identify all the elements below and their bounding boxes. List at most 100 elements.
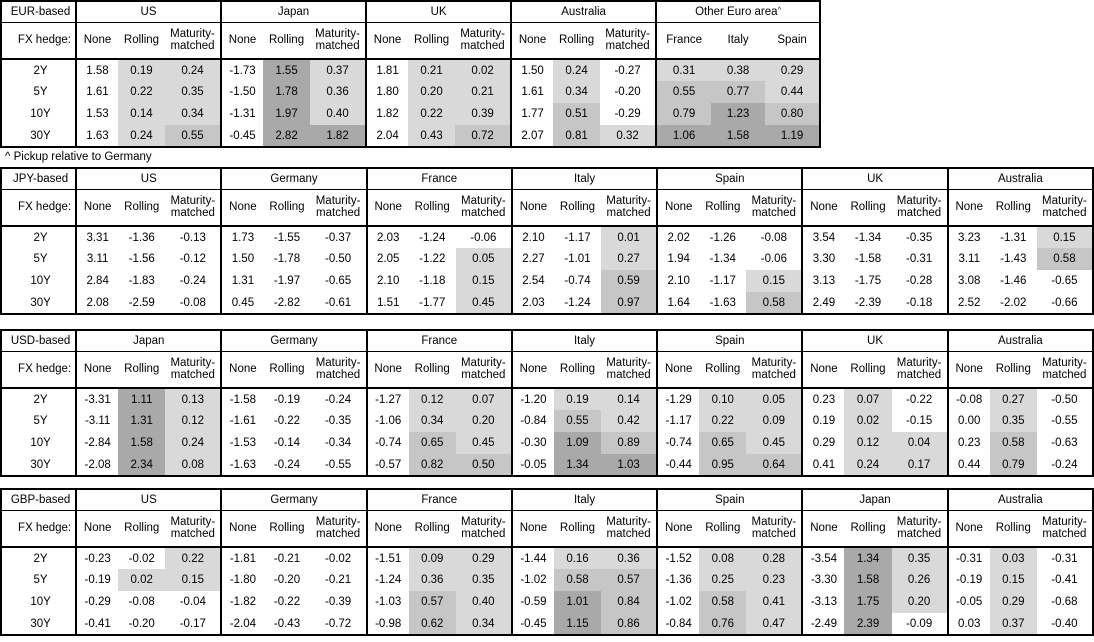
- data-cell: -3.11: [75, 410, 119, 432]
- fx-hedge-label: FX hedge:: [1, 189, 78, 227]
- data-cell: 1.58: [75, 59, 118, 81]
- country-group-header: Japan: [75, 330, 222, 352]
- data-cell: 1.11: [118, 388, 166, 410]
- column-header: Maturity-matched: [165, 510, 222, 548]
- pickup-footnote: ^ Pickup relative to Germany: [5, 151, 152, 163]
- tenor-label: 5Y: [1, 248, 78, 270]
- data-cell: 0.37: [310, 59, 367, 81]
- data-cell: 0.55: [655, 81, 712, 103]
- data-cell: 2.10: [510, 226, 554, 248]
- data-cell: 3.08: [946, 270, 990, 292]
- data-cell: -0.55: [1051, 415, 1078, 427]
- data-cell: -1.20: [510, 388, 554, 410]
- data-cell: -0.22: [273, 596, 301, 608]
- data-cell: -0.04: [179, 596, 206, 608]
- data-cell: 0.58: [989, 432, 1037, 454]
- data-cell: -0.72: [324, 617, 352, 630]
- data-cell: -3.30: [801, 569, 845, 591]
- data-cell: -1.73: [220, 59, 264, 81]
- data-cell: 0.36: [408, 569, 456, 591]
- data-cell: 1.15: [553, 613, 602, 635]
- column-header: None: [510, 189, 554, 227]
- data-cell: 0.50: [455, 454, 512, 476]
- country-group-header: Australia: [946, 330, 1093, 352]
- data-cell: -0.65: [1051, 275, 1078, 287]
- data-cell: 0.15: [455, 270, 512, 292]
- column-header: Rolling: [553, 510, 602, 548]
- data-cell: -0.14: [273, 437, 301, 449]
- column-header: Rolling: [263, 351, 311, 389]
- data-cell: -0.08: [760, 231, 787, 244]
- column-header: Rolling: [408, 351, 456, 389]
- data-cell: -0.84: [656, 613, 700, 635]
- data-cell: 1.61: [510, 81, 554, 103]
- data-cell: 1.50: [510, 59, 554, 81]
- data-cell: 1.09: [553, 432, 602, 454]
- data-cell: -1.17: [709, 275, 736, 287]
- column-header: Maturity-matched: [455, 351, 512, 389]
- data-cell: 2.34: [118, 454, 166, 476]
- data-cell: 2.82: [263, 125, 311, 147]
- country-group-header: Other Euro area^: [655, 1, 821, 23]
- tenor-label: 30Y: [1, 125, 77, 147]
- data-cell: -1.52: [656, 547, 700, 569]
- column-header: None: [75, 351, 119, 389]
- data-cell: 0.25: [699, 569, 747, 591]
- tenor-label: 2Y: [1, 226, 78, 248]
- data-cell: 0.05: [746, 388, 803, 410]
- tenor-label: 30Y: [1, 613, 78, 635]
- data-cell: -0.08: [128, 596, 155, 608]
- data-cell: 0.04: [891, 432, 948, 454]
- column-header: Rolling: [118, 510, 166, 548]
- country-group-header: Australia: [510, 1, 657, 23]
- data-cell: -0.40: [1051, 617, 1078, 630]
- data-cell: -1.03: [365, 591, 409, 613]
- column-header: Maturity-matched: [600, 22, 657, 60]
- data-cell: 3.30: [801, 248, 845, 270]
- country-group-header: France: [365, 168, 512, 190]
- country-group-header: Italy: [510, 330, 658, 352]
- column-header: Italy: [711, 22, 766, 60]
- column-header: Maturity-matched: [455, 22, 512, 60]
- country-group-header: Spain: [656, 330, 803, 352]
- data-cell: -0.24: [324, 393, 352, 406]
- data-cell: 0.35: [989, 410, 1037, 432]
- data-cell: 0.22: [699, 410, 747, 432]
- fx-hedge-label: FX hedge:: [1, 22, 77, 60]
- column-header: Rolling: [553, 351, 602, 389]
- data-cell: 0.57: [601, 569, 658, 591]
- data-cell: -0.34: [324, 437, 352, 449]
- data-cell: 0.17: [891, 454, 948, 476]
- data-cell: 0.29: [455, 547, 512, 569]
- footnote-marker: ^: [777, 4, 782, 14]
- data-cell: 0.13: [165, 388, 222, 410]
- data-cell: -0.12: [179, 253, 206, 265]
- data-cell: -1.06: [365, 410, 409, 432]
- data-cell: -1.43: [1000, 253, 1027, 265]
- data-cell: 0.38: [711, 59, 766, 81]
- data-cell: 0.09: [408, 547, 456, 569]
- country-group-header: UK: [801, 168, 948, 190]
- data-cell: 0.62: [408, 613, 456, 635]
- data-cell: -0.05: [510, 454, 554, 476]
- data-cell: -0.74: [365, 432, 409, 454]
- data-cell: 1.73: [220, 226, 264, 248]
- column-header: Maturity-matched: [455, 189, 512, 227]
- column-header: Maturity-matched: [1036, 351, 1093, 389]
- column-header: None: [801, 351, 845, 389]
- column-header: Spain: [765, 22, 821, 60]
- column-header: None: [365, 22, 409, 60]
- data-cell: 1.80: [365, 81, 409, 103]
- data-cell: 0.02: [118, 569, 166, 591]
- base-currency-label: EUR-based: [1, 1, 77, 23]
- data-cell: 2.27: [510, 248, 554, 270]
- data-cell: -1.51: [365, 547, 409, 569]
- data-cell: -1.27: [365, 388, 409, 410]
- column-header: None: [801, 189, 845, 227]
- column-header: None: [946, 351, 990, 389]
- column-header: Rolling: [844, 351, 892, 389]
- data-cell: 0.22: [118, 81, 165, 103]
- data-cell: -1.81: [220, 547, 264, 569]
- data-cell: -1.44: [510, 547, 554, 569]
